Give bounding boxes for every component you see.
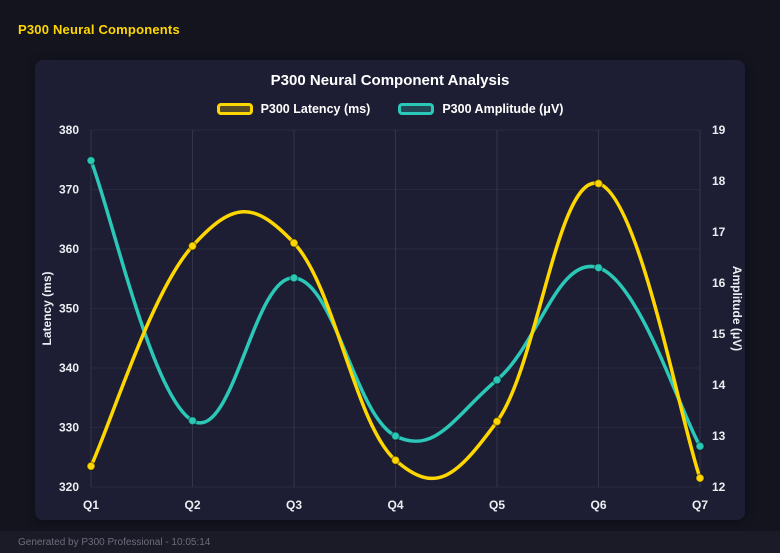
data-point [695, 441, 705, 451]
footer-status-text: Generated by P300 Professional - 10:05:1… [18, 536, 211, 548]
data-point [390, 431, 401, 441]
x-axis-tick-label: Q1 [83, 498, 99, 512]
left-axis-tick-label: 350 [59, 302, 79, 316]
left-axis-title: Latency (ms) [40, 271, 54, 345]
x-axis-tick-label: Q5 [489, 498, 505, 512]
page-title: P300 Neural Components [18, 22, 180, 37]
left-axis-tick-label: 370 [59, 183, 79, 197]
data-point [187, 241, 198, 251]
data-point [289, 238, 299, 248]
data-point [86, 155, 96, 166]
x-axis-tick-label: Q4 [387, 498, 403, 512]
latency-legend-label: P300 Latency (ms) [260, 102, 371, 116]
right-axis-tick-label: 12 [712, 480, 726, 494]
data-point [86, 461, 96, 471]
footer-bar: Generated by P300 Professional - 10:05:1… [0, 531, 780, 553]
x-axis-tick-label: Q6 [590, 498, 606, 512]
left-axis-tick-label: 360 [59, 242, 79, 256]
right-axis-tick-label: 18 [712, 174, 726, 188]
data-point [390, 455, 401, 465]
data-point [593, 178, 604, 189]
amplitude-legend-swatch [398, 103, 435, 115]
right-axis-tick-label: 15 [712, 327, 726, 341]
data-point [695, 473, 705, 483]
legend-item-amplitude[interactable]: P300 Amplitude (μV) [398, 102, 563, 116]
x-axis-tick-label: Q7 [692, 498, 708, 512]
data-point [187, 415, 198, 426]
right-axis-tick-label: 13 [712, 429, 726, 443]
data-point [289, 273, 299, 283]
left-axis-tick-label: 380 [59, 123, 79, 137]
right-axis-tick-label: 17 [712, 225, 726, 239]
data-point [492, 416, 502, 427]
line-chart-canvas: 320 330 340 350 360 370 380 12 13 14 15 16 17 18 19 Q1 Q… [40, 123, 744, 512]
x-axis-tick-label: Q2 [184, 498, 200, 512]
left-axis-tick-label: 340 [59, 361, 79, 375]
amplitude-legend-label: P300 Amplitude (μV) [442, 102, 564, 116]
right-axis-tick-label: 19 [712, 123, 726, 137]
right-axis-tick-label: 16 [712, 276, 726, 290]
x-axis-tick-label: Q3 [286, 498, 302, 512]
left-axis-tick-label: 330 [59, 421, 79, 435]
right-axis-tick-label: 14 [712, 378, 726, 392]
data-point [593, 262, 604, 273]
right-axis-title: Amplitude (μV) [730, 266, 744, 351]
latency-legend-swatch [216, 103, 253, 115]
chart-card: P300 Neural Component Analysis P300 Late… [35, 60, 745, 520]
left-axis-tick-label: 320 [59, 480, 79, 494]
legend-item-latency[interactable]: P300 Latency (ms) [216, 102, 371, 116]
data-point [492, 375, 502, 385]
chart-title: P300 Neural Component Analysis [270, 72, 510, 89]
chart-legend: P300 Latency (ms) P300 Amplitude (μV) [35, 102, 745, 116]
